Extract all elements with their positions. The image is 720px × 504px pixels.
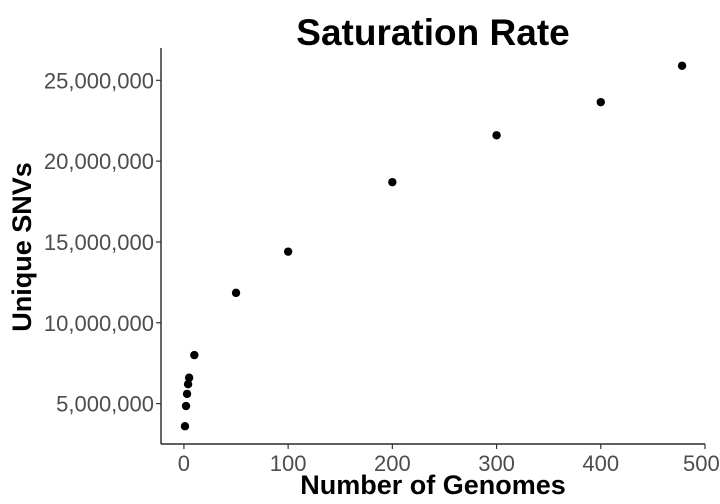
- x-tick-label: 200: [374, 451, 411, 476]
- data-point: [283, 247, 293, 256]
- y-tick-label: 20,000,000: [44, 149, 154, 174]
- data-point: [190, 350, 199, 360]
- y-axis-title: Unique SNVs: [7, 162, 37, 332]
- data-point: [677, 61, 687, 70]
- x-tick-label: 500: [683, 451, 720, 476]
- y-tick-label: 5,000,000: [56, 392, 154, 417]
- plot-area: 5,000,000 10,000,000 15,000,000 20,000,000 2…: [44, 48, 720, 476]
- y-tick-label: 10,000,000: [44, 311, 154, 336]
- data-point: [231, 288, 241, 298]
- y-ticks: 5,000,000 10,000,000 15,000,000 20,000,000 2…: [44, 68, 161, 417]
- data-points: [180, 61, 687, 431]
- data-point: [183, 379, 193, 389]
- x-tick-label: 0: [178, 451, 190, 476]
- data-point: [184, 373, 194, 382]
- chart-title: Saturation Rate: [296, 12, 569, 53]
- x-tick-label: 100: [270, 451, 307, 476]
- y-tick-label: 15,000,000: [44, 230, 154, 255]
- x-tick-label: 400: [582, 451, 619, 476]
- data-point: [182, 389, 192, 399]
- data-point: [181, 401, 191, 411]
- data-point: [492, 131, 501, 140]
- data-point: [596, 97, 605, 107]
- x-axis-title: Number of Genomes: [300, 470, 566, 500]
- x-ticks: 0 100 200 300 400 500: [178, 444, 720, 476]
- y-tick-label: 25,000,000: [44, 68, 154, 93]
- x-tick-label: 300: [478, 451, 515, 476]
- data-point: [388, 177, 397, 187]
- data-point: [180, 422, 190, 431]
